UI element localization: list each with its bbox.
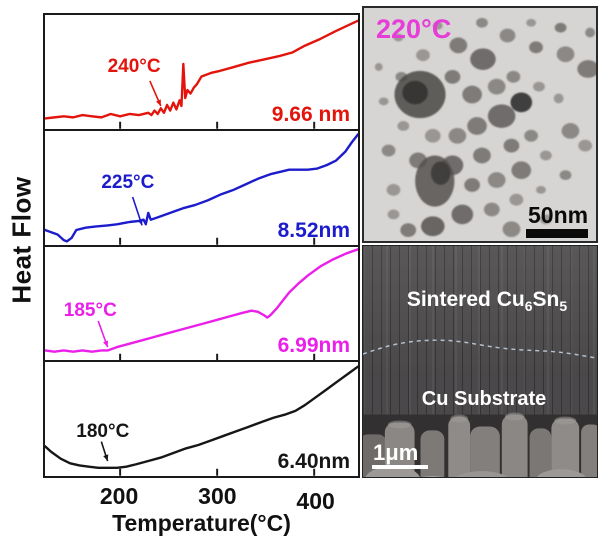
- dsc-curve-6-99nm: [45, 247, 358, 361]
- peak-temperature-label: 240°C: [107, 55, 161, 77]
- sn-label-text: Sn: [532, 288, 560, 311]
- subscript-6: 6: [524, 298, 533, 315]
- subscript-5: 5: [559, 298, 568, 315]
- particle-size-label: 8.52nm: [277, 218, 350, 242]
- dsc-panel-8-52nm: 225°C 8.52nm: [45, 131, 358, 247]
- dsc-panel-6-99nm: 185°C 6.99nm: [45, 247, 358, 363]
- tem-scale-bar-label: 50nm: [528, 202, 589, 228]
- tem-particles-image: [364, 8, 596, 241]
- sem-scale-bar-label: 1μm: [373, 440, 419, 465]
- dsc-curve-8-52nm: [45, 132, 358, 245]
- tem-micrograph: 220°C 50nm: [362, 6, 598, 243]
- peak-temperature-label: 225°C: [101, 171, 155, 193]
- substrate-pillars: [363, 412, 597, 477]
- x-tick-400: 400: [296, 488, 335, 514]
- cu-substrate-label: Cu Substrate: [421, 388, 547, 410]
- sintered-label-text: Sintered Cu: [406, 288, 525, 311]
- sem-image-overlay: [363, 339, 597, 477]
- sem-cross-section: Sintered Cu6Sn5 Cu Substrate 1μm: [362, 245, 598, 478]
- x-tick-300: 300: [198, 483, 237, 509]
- dsc-curve-6-40nm: [45, 365, 358, 476]
- x-axis-label: Temperature(°C): [112, 510, 291, 536]
- tem-temperature-label: 220°C: [376, 14, 452, 44]
- y-axis-label: Heat Flow: [6, 176, 37, 304]
- dsc-panel-6-40nm: 180°C 6.40nm: [45, 362, 358, 476]
- interface-boundary-dashed-line: [363, 339, 597, 359]
- sem-scale-bar: [372, 465, 428, 469]
- particle-size-label: 9.66 nm: [271, 102, 350, 126]
- particle-size-label: 6.40nm: [277, 450, 350, 473]
- tem-scale-bar: [526, 229, 588, 238]
- dsc-panel-9-66nm: 240°C 9.66 nm: [45, 15, 358, 131]
- x-axis-tick-labels: 200 300 400: [43, 483, 360, 514]
- x-tick-200: 200: [99, 483, 139, 509]
- sintered-layer-label: Sintered Cu6Sn5: [363, 288, 597, 314]
- dsc-curve-9-66nm: [45, 19, 358, 129]
- dsc-plot-area: 240°C 9.66 nm 225°C 8.52nm 185°C 6.99nm …: [43, 13, 360, 478]
- peak-temperature-label: 185°C: [63, 299, 117, 321]
- particle-size-label: 6.99nm: [277, 334, 350, 358]
- peak-temperature-label: 180°C: [76, 421, 130, 443]
